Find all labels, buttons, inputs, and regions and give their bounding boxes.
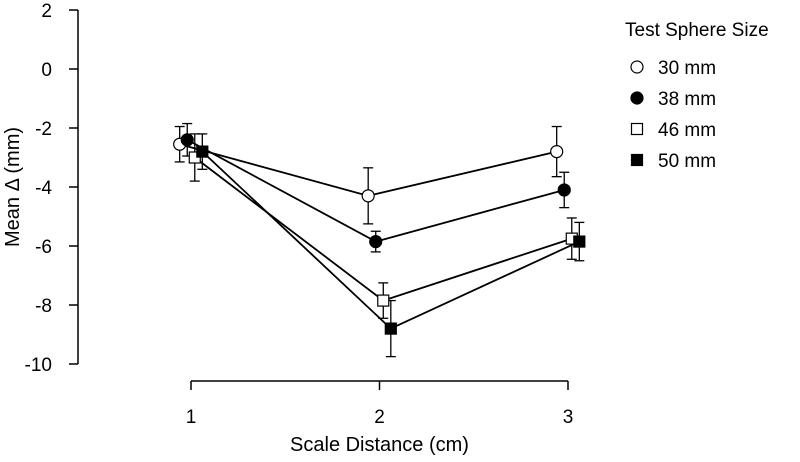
- legend-item: 50 mm: [630, 151, 716, 172]
- series-46-mm: [189, 133, 577, 319]
- y-tick-label: -8: [35, 296, 52, 317]
- legend: Test Sphere Size 30 mm 38 mm 46 mm 50 mm: [625, 20, 769, 172]
- series-markers-30-mm: [173, 137, 564, 203]
- series-markers-38-mm: [180, 133, 571, 249]
- legend-marker: [630, 122, 644, 136]
- series-line: [194, 156, 573, 302]
- series-markers-50-mm: [196, 145, 586, 335]
- y-tick-label: -10: [25, 355, 52, 376]
- y-tick-label: -2: [35, 119, 52, 140]
- x-axis-title: Scale Distance (cm): [290, 434, 469, 456]
- data-point: [377, 294, 390, 307]
- legend-item: 30 mm: [630, 58, 716, 79]
- data-point: [180, 133, 194, 147]
- data-point: [550, 145, 564, 159]
- y-tick-label: -6: [35, 237, 52, 258]
- legend-marker: [630, 60, 644, 74]
- x-tick-label: 2: [374, 407, 385, 428]
- legend-label: 38 mm: [658, 89, 716, 110]
- data-point: [361, 189, 375, 203]
- legend-label: 50 mm: [658, 151, 716, 172]
- plot-area: [173, 122, 586, 358]
- y-tick-label: -4: [35, 178, 52, 199]
- x-tick-label: 3: [563, 407, 574, 428]
- x-axis: 1 2 3: [186, 380, 574, 428]
- legend-marker: [630, 91, 644, 105]
- data-point: [369, 234, 383, 249]
- series-30-mm: [174, 125, 562, 225]
- y-axis: 2 0 -2 -4 -6 -8 -10: [25, 1, 79, 376]
- legend-label: 30 mm: [658, 58, 716, 79]
- data-point: [573, 235, 586, 248]
- data-point: [384, 322, 397, 335]
- y-tick-label: 2: [41, 1, 52, 22]
- data-point: [196, 145, 209, 158]
- legend-title: Test Sphere Size: [625, 20, 769, 41]
- y-axis-title: Mean Δ (mm): [2, 127, 24, 247]
- legend-marker: [630, 153, 644, 167]
- legend-label: 46 mm: [658, 120, 716, 141]
- data-point: [557, 183, 571, 197]
- x-tick-label: 1: [186, 407, 197, 428]
- y-tick-label: 0: [41, 60, 52, 81]
- legend-item: 38 mm: [630, 89, 716, 110]
- legend-item: 46 mm: [630, 120, 716, 141]
